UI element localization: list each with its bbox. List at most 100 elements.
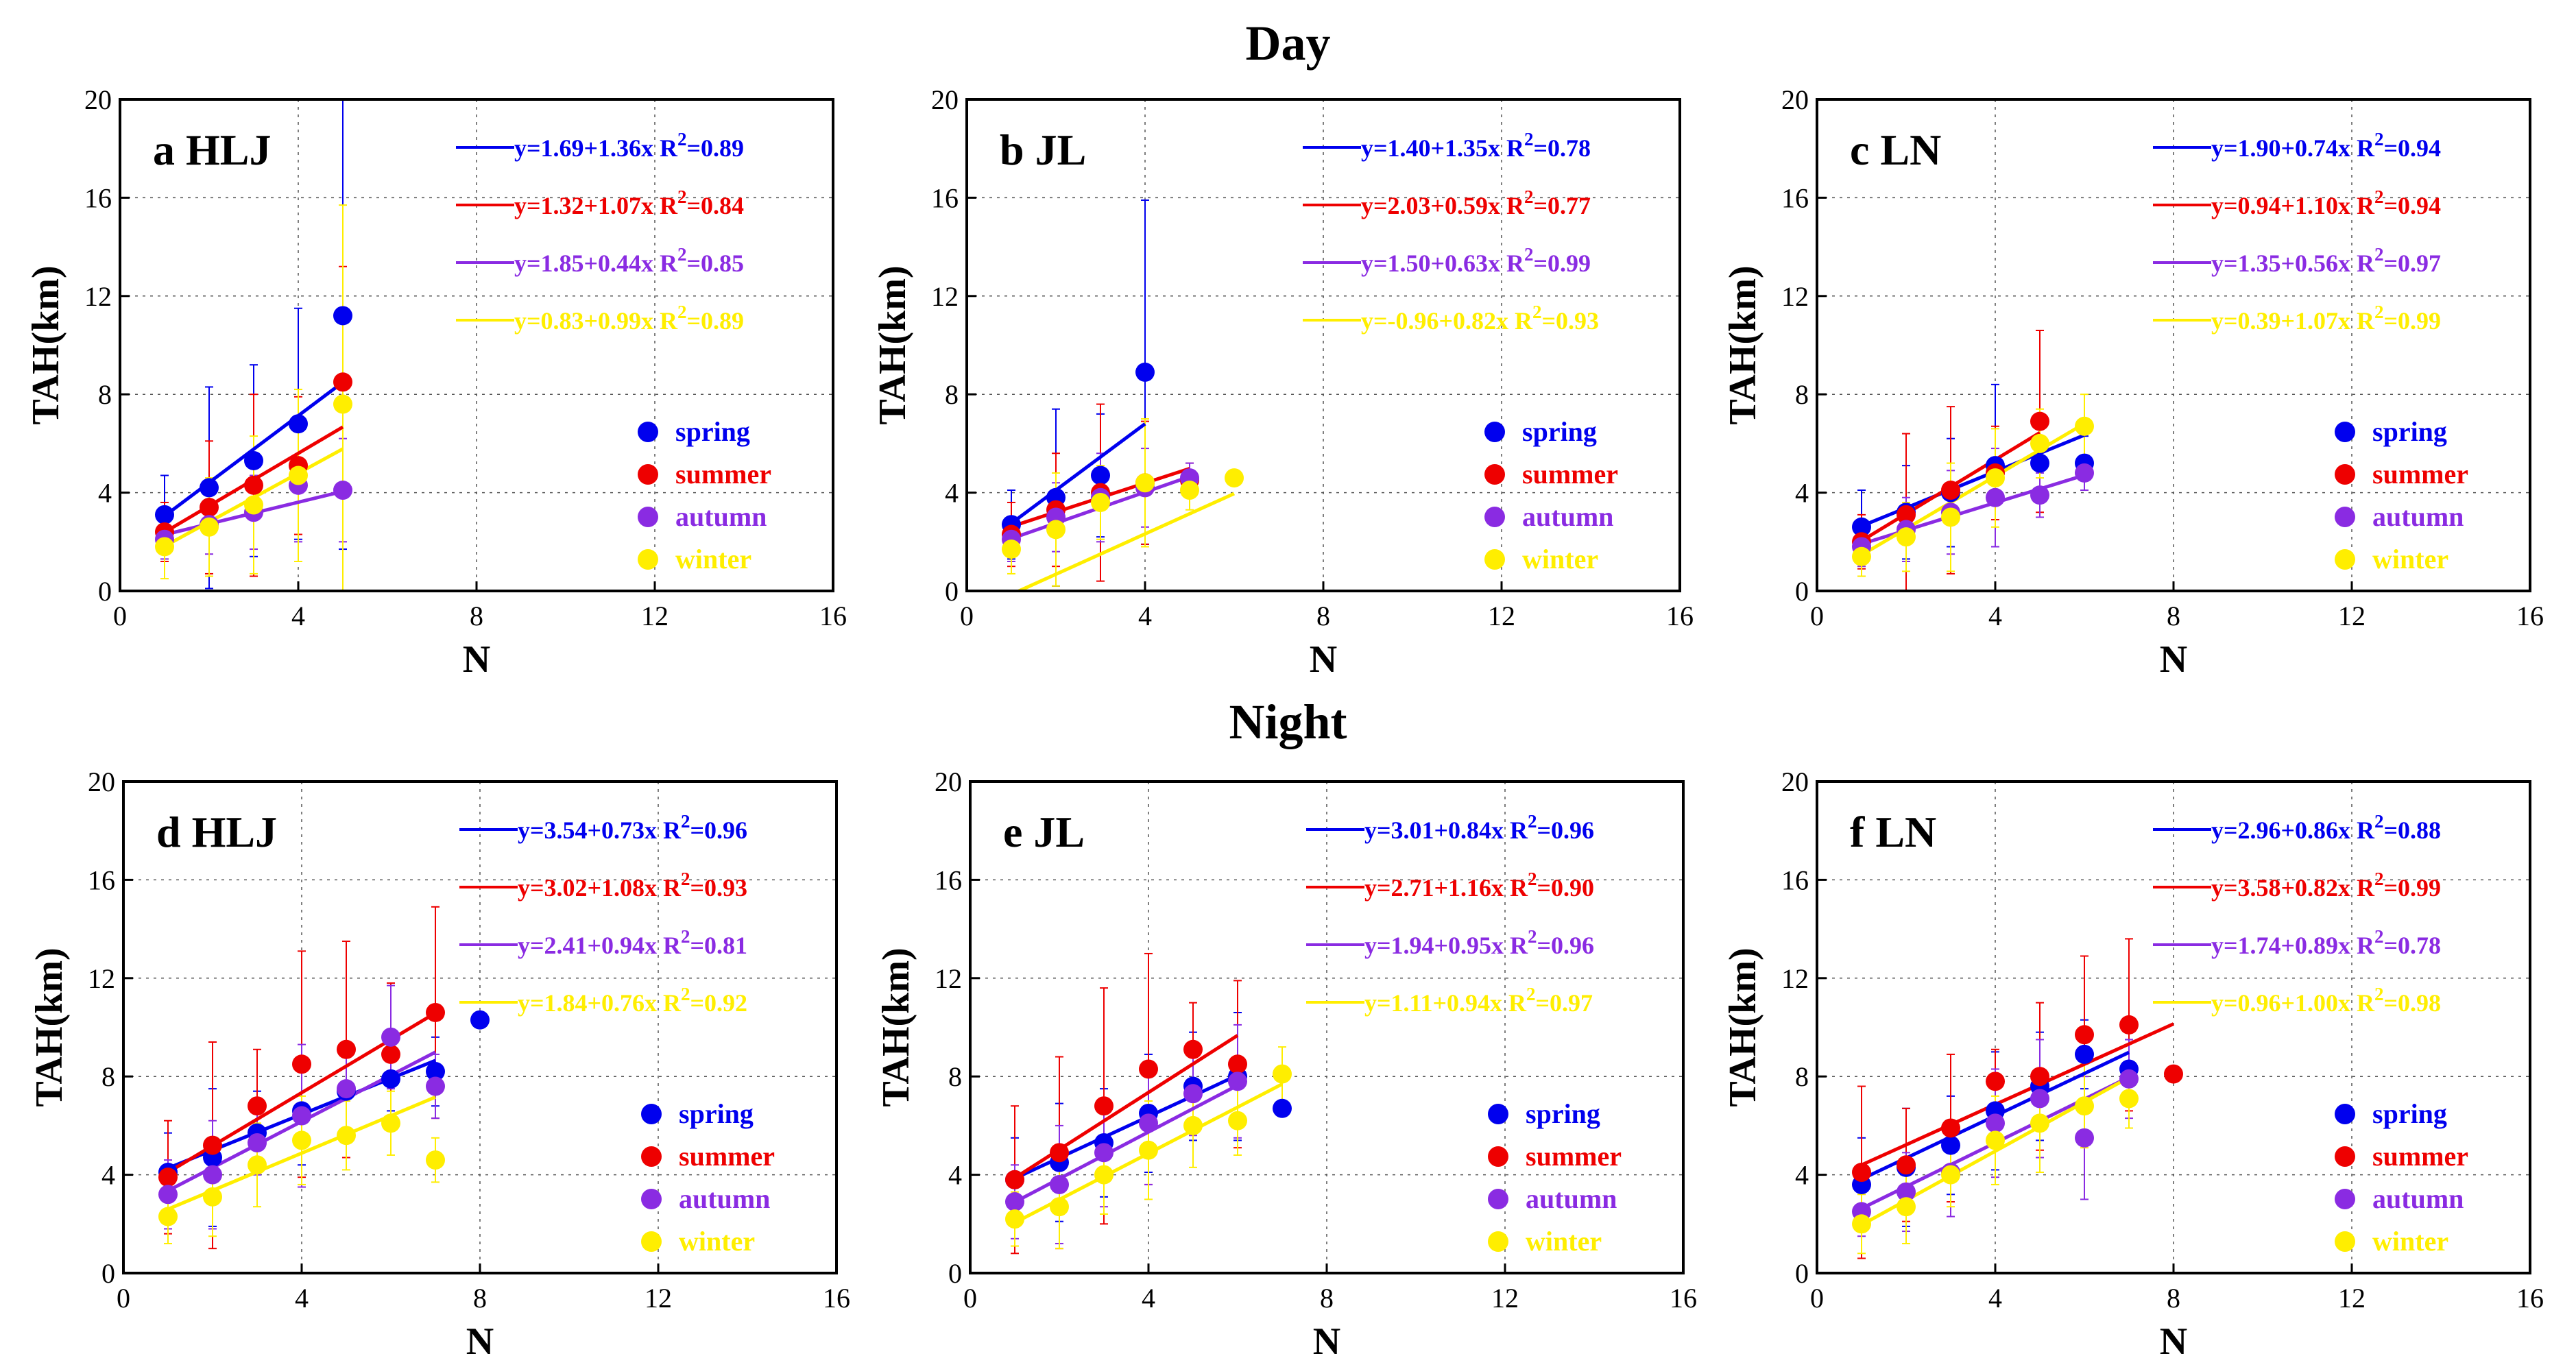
data-point-spring — [1273, 1098, 1292, 1118]
legend-label-spring: spring — [2372, 416, 2447, 447]
fit-line-spring — [1013, 1074, 1239, 1181]
data-point-winter — [1183, 1115, 1203, 1135]
y-tick-label: 8 — [98, 379, 112, 410]
legend-marker-summer — [1488, 1146, 1508, 1167]
legend-marker-winter — [2335, 549, 2355, 570]
fit-equation-spring: y=2.96+0.86x R2=0.88 — [2211, 811, 2441, 844]
legend-label-winter: winter — [2372, 544, 2448, 574]
legend-label-winter: winter — [679, 1226, 755, 1257]
fit-equation-spring: y=3.54+0.73x R2=0.96 — [518, 811, 747, 844]
y-tick-label: 16 — [931, 182, 959, 213]
x-axis-label: N — [1310, 638, 1337, 681]
data-point-spring — [333, 306, 352, 326]
y-tick-label: 0 — [945, 576, 959, 607]
legend-marker-winter — [2335, 1231, 2355, 1252]
y-tick-label: 20 — [935, 766, 962, 797]
legend-label-summer: summer — [675, 459, 771, 489]
legend-marker-spring — [1484, 422, 1505, 442]
y-tick-label: 20 — [88, 766, 115, 797]
data-point-winter — [203, 1187, 222, 1207]
data-point-summer — [2075, 1025, 2094, 1045]
legend-label-autumn: autumn — [1526, 1183, 1617, 1214]
y-tick-label: 8 — [945, 379, 959, 410]
legend-marker-summer — [1484, 464, 1505, 485]
x-tick-label: 4 — [1142, 1283, 1155, 1314]
fit-equation-autumn: y=1.50+0.63x R2=0.99 — [1361, 244, 1591, 277]
legend-marker-spring — [638, 422, 658, 442]
data-point-winter — [1225, 468, 1244, 488]
data-point-summer — [1228, 1054, 1247, 1074]
x-tick-label: 16 — [823, 1283, 850, 1314]
x-tick-label: 0 — [963, 1283, 977, 1314]
fit-equation-summer: y=3.58+0.82x R2=0.99 — [2211, 869, 2441, 902]
data-point-winter — [292, 1130, 311, 1150]
data-point-summer — [2164, 1064, 2183, 1084]
fit-line-spring — [163, 380, 344, 518]
data-point-winter — [1941, 507, 1960, 527]
data-point-autumn — [2119, 1069, 2139, 1089]
y-tick-label: 12 — [1781, 281, 1809, 312]
data-point-winter — [2119, 1089, 2139, 1109]
legend-label-winter: winter — [1526, 1226, 1602, 1257]
data-point-winter — [155, 537, 174, 557]
fit-line-summer — [1013, 1034, 1239, 1180]
data-point-summer — [337, 1039, 356, 1059]
data-point-spring — [470, 1010, 490, 1030]
data-point-spring — [200, 478, 219, 498]
legend-marker-spring — [2335, 1104, 2355, 1124]
fit-equation-autumn: y=1.94+0.95x R2=0.96 — [1364, 926, 1594, 959]
legend-label-winter: winter — [1522, 544, 1598, 574]
legend-marker-autumn — [1484, 507, 1505, 527]
data-point-winter — [2075, 1096, 2094, 1116]
legend-marker-autumn — [1488, 1189, 1508, 1209]
legend-marker-winter — [1488, 1231, 1508, 1252]
y-tick-label: 8 — [1795, 379, 1809, 410]
data-point-autumn — [426, 1076, 445, 1096]
legend-label-winter: winter — [2372, 1226, 2448, 1257]
legend-marker-spring — [2335, 422, 2355, 442]
x-tick-label: 0 — [960, 601, 974, 631]
panel-label: b JL — [1000, 125, 1086, 174]
fit-equation-summer: y=1.32+1.07x R2=0.84 — [514, 186, 744, 219]
x-tick-label: 8 — [2167, 601, 2180, 631]
data-point-spring — [155, 505, 174, 524]
data-point-summer — [1986, 1072, 2005, 1091]
x-tick-label: 12 — [2338, 601, 2366, 631]
plot-area — [1002, 199, 1244, 591]
legend-label-summer: summer — [1522, 459, 1618, 489]
data-point-winter — [289, 465, 308, 485]
plot-area — [158, 906, 490, 1250]
data-point-spring — [1941, 1135, 1960, 1155]
data-point-autumn — [2075, 1128, 2094, 1148]
x-tick-label: 16 — [819, 601, 847, 631]
data-point-winter — [2075, 416, 2094, 436]
data-point-summer — [1897, 1155, 1916, 1175]
x-tick-label: 4 — [1988, 601, 2002, 631]
data-point-winter — [333, 394, 352, 414]
y-tick-label: 0 — [1795, 576, 1809, 607]
data-point-winter — [1897, 1197, 1916, 1217]
data-point-summer — [158, 1168, 178, 1187]
x-tick-label: 0 — [1810, 1283, 1824, 1314]
data-point-winter — [1094, 1165, 1114, 1185]
fit-equation-spring: y=1.40+1.35x R2=0.78 — [1361, 129, 1591, 162]
data-point-autumn — [381, 1027, 400, 1047]
y-axis-label: TAH(km) — [875, 947, 917, 1106]
data-point-summer — [1050, 1143, 1069, 1163]
y-tick-label: 4 — [98, 478, 112, 509]
x-tick-label: 8 — [2167, 1283, 2180, 1314]
x-tick-label: 8 — [470, 601, 483, 631]
x-tick-label: 4 — [295, 1283, 309, 1314]
data-point-autumn — [1094, 1143, 1114, 1163]
legend-marker-summer — [2335, 464, 2355, 485]
fit-equation-winter: y=0.39+1.07x R2=0.99 — [2211, 302, 2441, 335]
legend-label-summer: summer — [679, 1141, 775, 1172]
fit-equation-winter: y=0.96+1.00x R2=0.98 — [2211, 984, 2441, 1017]
data-point-winter — [1005, 1209, 1024, 1229]
fit-equation-autumn: y=2.41+0.94x R2=0.81 — [518, 926, 747, 959]
data-point-autumn — [1183, 1084, 1203, 1104]
legend-label-spring: spring — [679, 1098, 754, 1129]
legend-label-autumn: autumn — [2372, 1183, 2464, 1214]
y-tick-label: 8 — [1795, 1061, 1809, 1092]
data-point-summer — [2030, 1067, 2049, 1087]
